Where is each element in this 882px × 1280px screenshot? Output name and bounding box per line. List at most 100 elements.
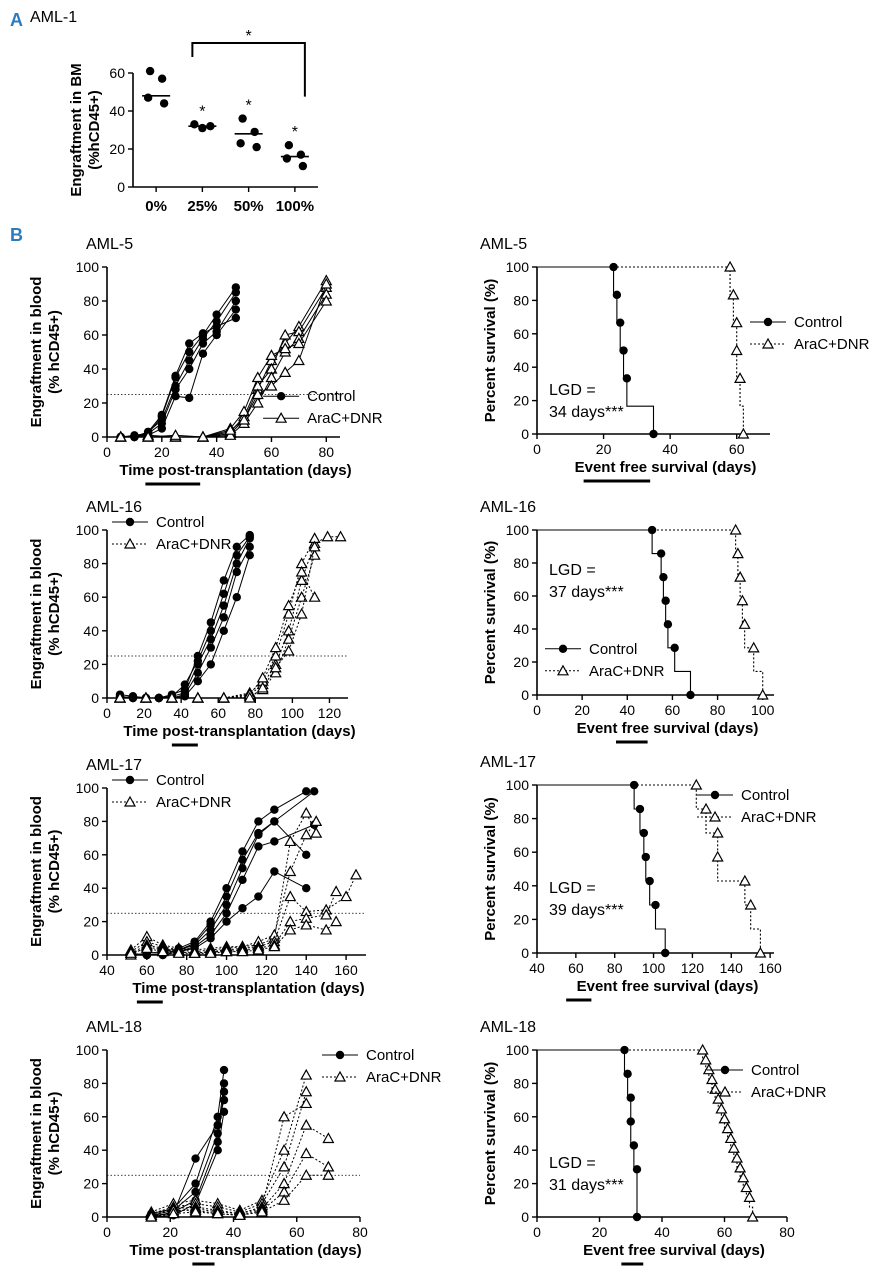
y-axis-label: Engraftment in blood(% hCD45+) — [28, 796, 63, 947]
triangle-point — [284, 835, 297, 847]
triangle-point — [278, 1143, 291, 1155]
circle-point — [222, 917, 231, 926]
legend-circle-marker — [125, 517, 135, 527]
y-tick-label: 80 — [513, 292, 529, 308]
censor-circle-point — [661, 948, 670, 958]
triangle-point — [169, 429, 182, 440]
y-axis-label-line: Engraftment in blood — [28, 277, 45, 428]
significance-asterisk: * — [246, 98, 252, 115]
x-tick-label: 40 — [226, 1224, 242, 1240]
censor-circle-point — [623, 1069, 632, 1079]
y-axis-label-line: (% hCD45+) — [46, 830, 63, 914]
x-tick-label: 40 — [209, 444, 225, 460]
triangle-point — [145, 1210, 158, 1222]
x-tick-label: 80 — [779, 1224, 795, 1240]
y-tick-label: 20 — [83, 395, 99, 411]
y-tick-label: 80 — [513, 811, 529, 827]
triangle-point — [204, 947, 217, 958]
circle-point — [213, 1120, 222, 1130]
y-tick-label: 60 — [513, 844, 529, 860]
y-tick-label: 0 — [91, 690, 99, 706]
circle-point — [171, 371, 180, 380]
series-line — [119, 536, 341, 699]
legend-item: Control — [322, 1047, 414, 1064]
triangle-point — [255, 1205, 268, 1217]
legend-label: Control — [751, 1062, 799, 1079]
x-axis-label: Time post-transplantation (days) — [129, 1242, 361, 1259]
censor-triangle-point — [736, 594, 749, 606]
legend-item: AraC+DNR — [697, 809, 817, 826]
triangle-point — [310, 815, 323, 827]
series-arac-dnr — [124, 806, 363, 960]
y-tick-label: 20 — [513, 1176, 529, 1192]
censor-triangle-point — [718, 1112, 731, 1124]
triangle-point — [251, 396, 264, 408]
legend-circle-marker — [125, 775, 135, 785]
censor-circle-point — [635, 804, 645, 814]
y-tick-label: 60 — [83, 589, 99, 605]
series-line — [119, 534, 251, 699]
circle-point — [238, 875, 247, 885]
censor-triangle-point — [727, 288, 740, 300]
y-tick-label: 60 — [513, 588, 529, 604]
y-tick-label: 60 — [83, 327, 99, 343]
series-arac-dnr — [537, 260, 750, 439]
x-tick-label: 20 — [136, 705, 152, 721]
y-tick-label: 80 — [513, 555, 529, 571]
x-tick-label: 140 — [295, 962, 319, 978]
y-tick-label: 40 — [83, 880, 99, 896]
lgd-annotation: 34 days*** — [549, 404, 624, 421]
panel-b-aml17-surv: AML-17 0 20 40 60 80 100 40 60 80 100 120 140 160 Even… — [480, 754, 817, 1002]
censor-triangle-point — [737, 427, 750, 439]
x-tick-label: 60 — [665, 702, 681, 718]
circle-point — [254, 892, 263, 901]
censor-circle-point — [612, 290, 622, 300]
censor-triangle-point — [734, 372, 747, 383]
circle-point — [191, 1154, 200, 1163]
panel-b-aml17-eng: AML-17 0 20 40 60 80 100 40 60 80 100 120 140 160 Time… — [28, 757, 366, 1004]
y-tick-label: 100 — [76, 259, 100, 275]
x-tick-label: 20 — [162, 1224, 178, 1240]
series-arac-dnr — [113, 530, 347, 703]
legend-triangle-marker — [123, 795, 137, 807]
triangle-point — [165, 691, 178, 703]
triangle-point — [284, 923, 297, 935]
data-point — [157, 74, 167, 83]
legend-label: Control — [366, 1047, 414, 1064]
legend-item: Control — [750, 314, 842, 331]
circle-point — [245, 551, 254, 560]
legend-item: Control — [697, 787, 789, 804]
circle-point — [185, 364, 194, 374]
censor-circle-point — [647, 525, 657, 535]
panel-title: AML-18 — [86, 1019, 142, 1036]
lgd-annotation: 37 days*** — [549, 584, 624, 601]
censor-circle-point — [639, 828, 649, 838]
circle-point — [231, 288, 241, 297]
x-tick-label: 0 — [103, 705, 111, 721]
lgd-annotation: LGD = — [549, 562, 596, 579]
censor-circle-point — [632, 1212, 642, 1222]
legend-circle-marker — [335, 1050, 345, 1060]
censor-triangle-point — [734, 570, 747, 582]
triangle-point — [300, 918, 313, 930]
x-tick-label: 60 — [717, 1224, 733, 1240]
y-tick-label: 60 — [109, 65, 125, 81]
legend-circle-marker — [558, 644, 568, 653]
circle-point — [154, 693, 164, 703]
y-tick-label: 40 — [83, 361, 99, 377]
y-axis-label: Percent survival (%) — [482, 279, 499, 422]
panel-letter: A — [10, 10, 23, 30]
triangle-point — [282, 599, 295, 611]
x-tick-label: 100 — [215, 962, 239, 978]
x-tick-label: 40 — [662, 441, 678, 457]
triangle-point — [300, 828, 313, 840]
significance-bracket — [191, 42, 306, 97]
y-tick-label: 0 — [117, 179, 125, 195]
triangle-point — [282, 607, 295, 619]
triangle-point — [139, 691, 152, 703]
y-tick-label: 40 — [109, 103, 125, 119]
circle-point — [219, 613, 228, 622]
x-tick-label: 40 — [619, 702, 635, 718]
series-control — [537, 525, 695, 700]
legend-item: Control — [112, 772, 204, 789]
